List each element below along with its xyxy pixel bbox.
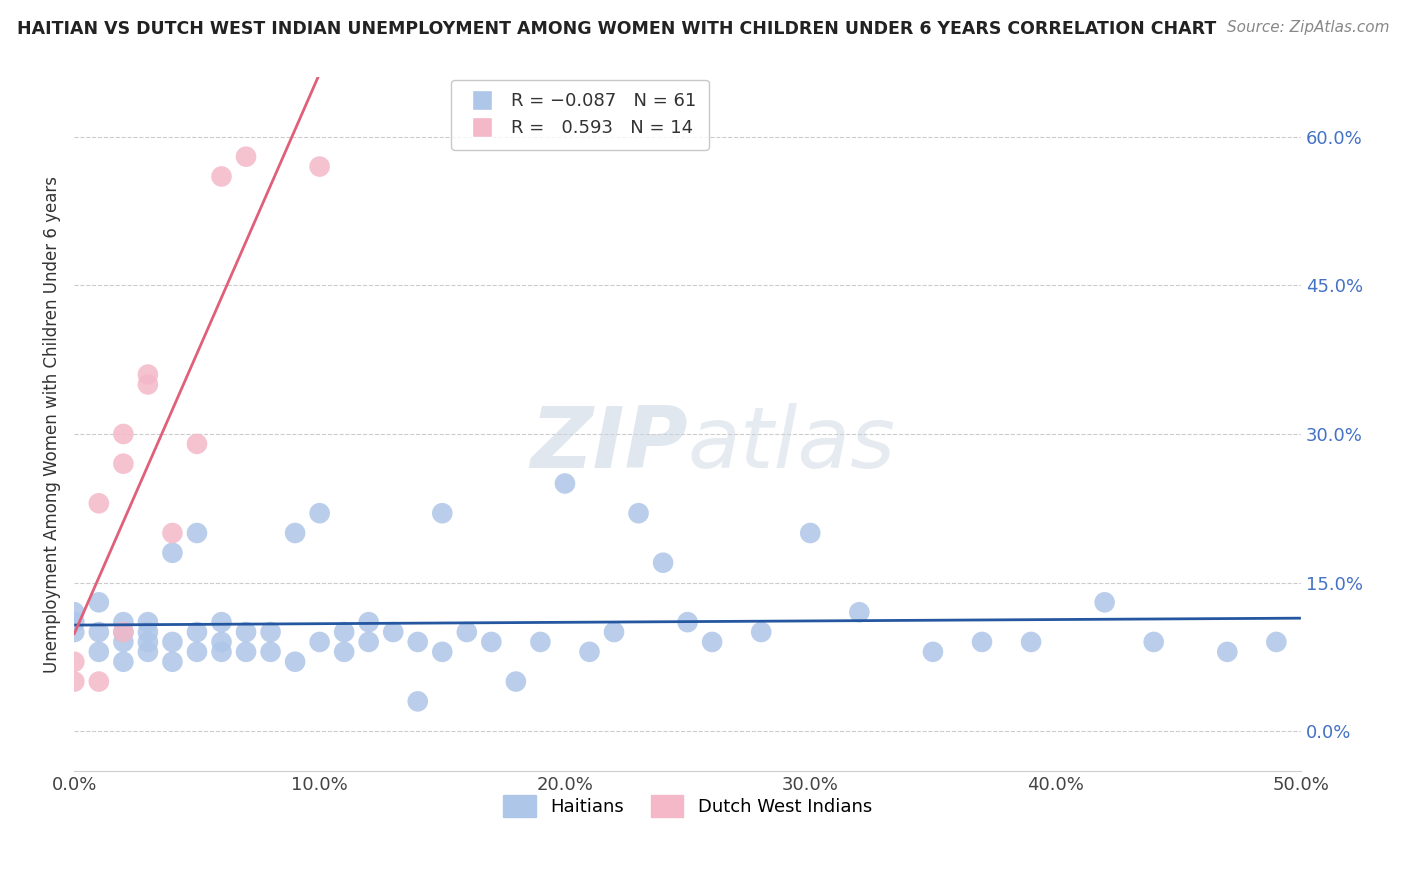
Point	[211, 169, 233, 184]
Point	[749, 625, 772, 640]
Point	[700, 635, 723, 649]
Point	[112, 427, 135, 442]
Point	[406, 635, 429, 649]
Point	[63, 674, 86, 689]
Text: ZIP: ZIP	[530, 403, 688, 486]
Point	[333, 625, 356, 640]
Point	[87, 645, 110, 659]
Point	[136, 645, 159, 659]
Point	[1216, 645, 1239, 659]
Point	[922, 645, 945, 659]
Point	[627, 506, 650, 520]
Point	[382, 625, 405, 640]
Point	[211, 615, 233, 629]
Point	[162, 635, 184, 649]
Point	[259, 625, 281, 640]
Point	[186, 625, 208, 640]
Point	[211, 645, 233, 659]
Point	[112, 655, 135, 669]
Point	[112, 625, 135, 640]
Point	[186, 526, 208, 541]
Point	[529, 635, 551, 649]
Point	[308, 635, 330, 649]
Point	[456, 625, 478, 640]
Point	[87, 496, 110, 510]
Point	[676, 615, 699, 629]
Point	[432, 645, 454, 659]
Point	[136, 615, 159, 629]
Text: atlas: atlas	[688, 403, 896, 486]
Point	[308, 506, 330, 520]
Point	[87, 674, 110, 689]
Point	[578, 645, 600, 659]
Point	[652, 556, 675, 570]
Point	[63, 615, 86, 629]
Point	[136, 625, 159, 640]
Point	[479, 635, 502, 649]
Point	[1143, 635, 1166, 649]
Point	[554, 476, 576, 491]
Point	[136, 368, 159, 382]
Point	[406, 694, 429, 708]
Point	[63, 605, 86, 619]
Point	[136, 635, 159, 649]
Y-axis label: Unemployment Among Women with Children Under 6 years: Unemployment Among Women with Children U…	[44, 176, 60, 673]
Point	[1019, 635, 1042, 649]
Point	[235, 645, 257, 659]
Point	[112, 635, 135, 649]
Point	[211, 635, 233, 649]
Text: HAITIAN VS DUTCH WEST INDIAN UNEMPLOYMENT AMONG WOMEN WITH CHILDREN UNDER 6 YEAR: HAITIAN VS DUTCH WEST INDIAN UNEMPLOYMEN…	[17, 20, 1216, 37]
Point	[235, 625, 257, 640]
Point	[112, 457, 135, 471]
Point	[284, 655, 307, 669]
Point	[63, 655, 86, 669]
Point	[308, 160, 330, 174]
Point	[87, 595, 110, 609]
Point	[357, 615, 380, 629]
Point	[432, 506, 454, 520]
Point	[259, 645, 281, 659]
Point	[970, 635, 993, 649]
Point	[235, 150, 257, 164]
Text: Source: ZipAtlas.com: Source: ZipAtlas.com	[1226, 20, 1389, 35]
Point	[162, 546, 184, 560]
Point	[1094, 595, 1116, 609]
Point	[87, 625, 110, 640]
Point	[284, 526, 307, 541]
Point	[603, 625, 626, 640]
Point	[505, 674, 527, 689]
Point	[112, 625, 135, 640]
Point	[799, 526, 821, 541]
Point	[112, 615, 135, 629]
Point	[136, 377, 159, 392]
Point	[186, 645, 208, 659]
Point	[63, 625, 86, 640]
Legend: Haitians, Dutch West Indians: Haitians, Dutch West Indians	[496, 788, 879, 824]
Point	[162, 526, 184, 541]
Point	[333, 645, 356, 659]
Point	[186, 437, 208, 451]
Point	[357, 635, 380, 649]
Point	[1265, 635, 1288, 649]
Point	[162, 655, 184, 669]
Point	[848, 605, 870, 619]
